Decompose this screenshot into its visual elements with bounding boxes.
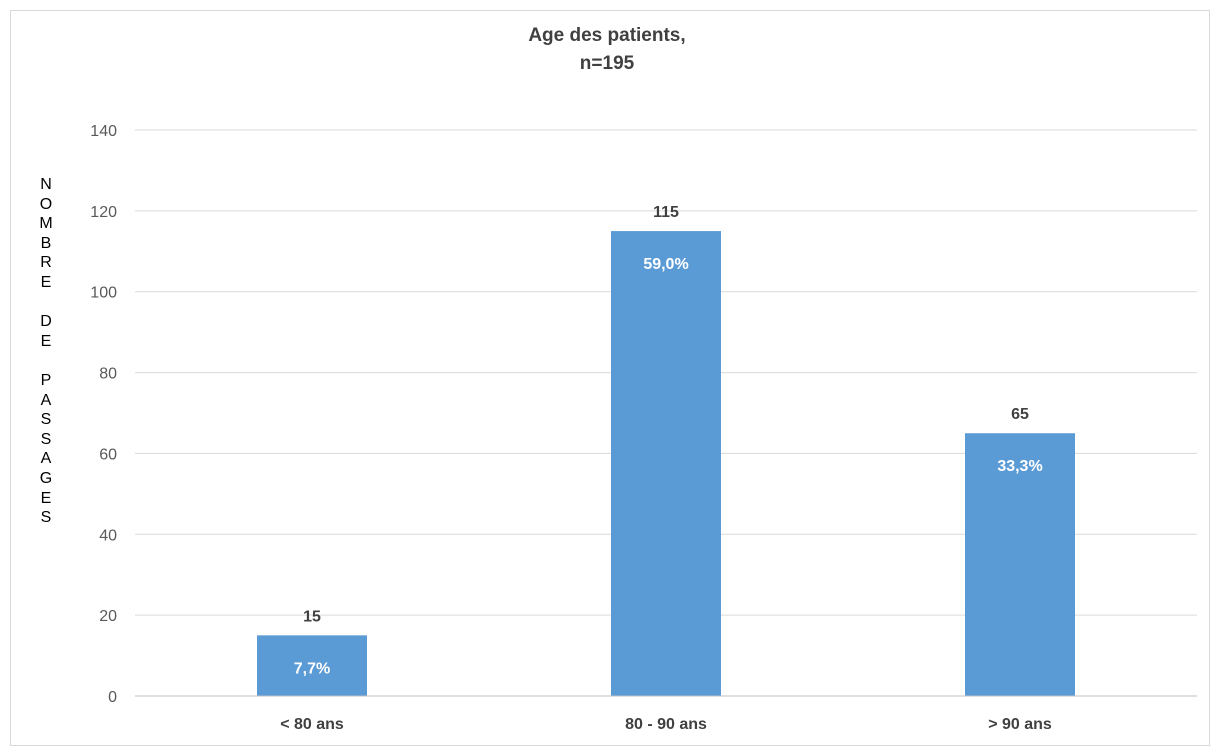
chart-title-line-2: n=195 bbox=[579, 53, 635, 74]
y-axis-label-char: D bbox=[40, 313, 52, 331]
bar bbox=[611, 231, 721, 697]
y-axis-label-char: A bbox=[40, 391, 52, 409]
data-label: 65 bbox=[1011, 406, 1029, 423]
x-tick-label: < 80 ans bbox=[280, 716, 344, 733]
y-axis-label-char: E bbox=[40, 332, 52, 350]
y-tick-label: 80 bbox=[99, 366, 117, 383]
y-tick-label: 60 bbox=[99, 446, 117, 463]
y-axis-label-char: G bbox=[39, 469, 53, 487]
chart-title: Age des patients, n=195 bbox=[0, 22, 1214, 78]
x-tick-label: > 90 ans bbox=[988, 716, 1052, 733]
y-axis-label-char: R bbox=[40, 254, 52, 272]
y-axis-label-char: S bbox=[40, 411, 52, 429]
data-label: 115 bbox=[653, 204, 679, 221]
y-axis-label-char: S bbox=[40, 509, 52, 527]
y-tick-label: 140 bbox=[90, 123, 117, 140]
y-axis-label-char: E bbox=[40, 273, 52, 291]
y-tick-label: 40 bbox=[99, 527, 117, 544]
x-tick-label: 80 - 90 ans bbox=[625, 716, 707, 733]
y-axis-label-char: O bbox=[39, 195, 53, 213]
y-axis-label-char: E bbox=[40, 489, 52, 507]
y-axis-label-char: M bbox=[39, 215, 53, 233]
percent-label: 7,7% bbox=[294, 660, 330, 677]
y-tick-label: 0 bbox=[108, 689, 117, 706]
chart-title-line-1: Age des patients, bbox=[528, 25, 686, 46]
data-label: 15 bbox=[303, 608, 321, 625]
y-tick-label: 120 bbox=[90, 204, 117, 221]
bar bbox=[965, 433, 1075, 696]
y-axis-label-char: B bbox=[40, 234, 52, 252]
y-tick-label: 20 bbox=[99, 608, 117, 625]
y-axis-label-char: P bbox=[40, 371, 52, 389]
y-axis-label-char: A bbox=[40, 450, 52, 468]
y-tick-label: 100 bbox=[90, 285, 117, 302]
percent-label: 59,0% bbox=[643, 256, 688, 273]
y-axis-label-char: S bbox=[40, 430, 52, 448]
y-axis-label-char: N bbox=[40, 176, 52, 193]
percent-label: 33,3% bbox=[997, 458, 1042, 475]
bar bbox=[257, 635, 367, 696]
